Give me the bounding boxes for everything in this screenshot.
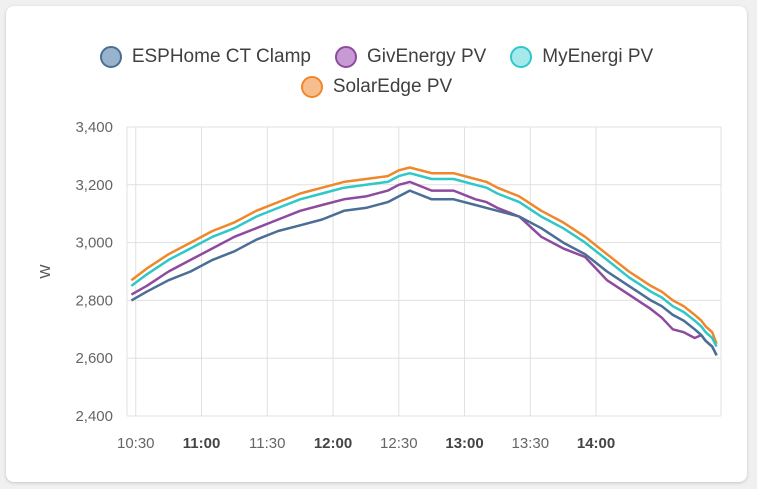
y-tick-label: 2,800 (75, 292, 113, 309)
series-line-esphome-ct-clamp[interactable] (130, 189, 718, 356)
grid (126, 126, 722, 417)
legend-swatch-myenergi (510, 46, 533, 68)
legend-label-givenergy: GivEnergy PV (366, 46, 487, 67)
x-tick-label: 13:30 (512, 435, 550, 452)
legend-label-solaredge: SolarEdge PV (332, 76, 453, 97)
legend-item-solaredge[interactable]: SolarEdge PV (300, 76, 453, 98)
x-tick-label: 10:30 (117, 435, 155, 452)
legend-swatch-givenergy (334, 46, 357, 68)
legend-item-esphome[interactable]: ESPHome CT Clamp (99, 46, 311, 68)
legend: ESPHome CT Clamp GivEnergy PV MyEnergi P… (6, 46, 747, 106)
x-tick-label: 12:00 (314, 435, 352, 452)
x-tick-label: 11:30 (249, 435, 285, 452)
legend-item-myenergi[interactable]: MyEnergi PV (510, 46, 653, 68)
series-line-givenergy-pv[interactable] (130, 180, 718, 356)
y-tick-label: 2,600 (75, 350, 113, 367)
legend-swatch-esphome (99, 46, 122, 68)
x-tick-label: 14:00 (577, 435, 615, 452)
x-tick-label: 13:00 (445, 435, 483, 452)
legend-item-givenergy[interactable]: GivEnergy PV (334, 46, 487, 68)
y-tick-label: 3,400 (75, 119, 113, 136)
chart-card: ESPHome CT Clamp GivEnergy PV MyEnergi P… (6, 6, 747, 482)
x-tick-labels: 10:30 11:00 11:30 12:00 12:30 13:00 13:30 14:00 (117, 435, 615, 452)
x-tick-label: 11:00 (183, 435, 221, 452)
y-tick-label: 3,200 (75, 177, 113, 194)
series-lines (130, 166, 718, 356)
series-line-myenergi-pv[interactable] (130, 171, 718, 348)
y-tick-label: 2,400 (75, 408, 113, 425)
legend-swatch-solaredge (300, 76, 323, 98)
y-tick-label: 3,000 (75, 235, 113, 252)
series-line-solaredge-pv[interactable] (130, 166, 718, 345)
y-axis-label: W (37, 264, 54, 279)
y-tick-labels: 2,400 2,600 2,800 3,000 3,200 3,400 (75, 119, 113, 425)
legend-row-1: ESPHome CT Clamp GivEnergy PV MyEnergi P… (6, 46, 747, 68)
legend-label-esphome: ESPHome CT Clamp (131, 46, 311, 67)
legend-label-myenergi: MyEnergi PV (542, 46, 654, 67)
legend-row-2: SolarEdge PV (6, 76, 747, 98)
x-tick-label: 12:30 (380, 435, 418, 452)
